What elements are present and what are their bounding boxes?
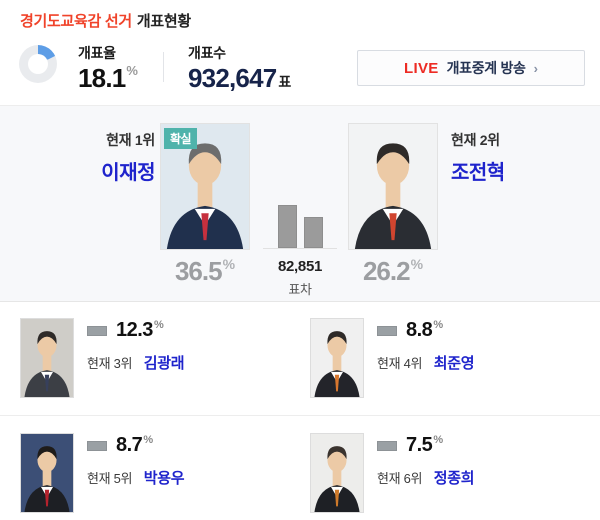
candidate-3-rank: 현재 3위 [87,356,133,371]
leaders-section: 현재 1위 이재정 확실 36.5% 82,851 표차 [0,105,600,302]
certain-badge: 확실 [164,128,198,149]
candidate-5-card: 8.7% 현재 5위 박용우 [20,433,184,513]
candidate-5-info: 8.7% 현재 5위 박용우 [87,433,184,488]
vote-gap: 82,851 표차 [258,258,342,298]
candidate-1-name[interactable]: 이재정 [101,162,155,184]
vote-gap-value: 82,851 [277,258,323,275]
counted-rate-stat: 개표율 18.1% [78,43,138,94]
person-portrait-icon [21,434,73,512]
person-portrait-icon [161,124,249,249]
votes-unit: 표 [278,74,292,90]
vote-gap-label: 표차 [288,282,312,297]
person-portrait-icon [311,434,363,512]
candidate-6-photo [310,433,364,513]
candidate-4-name[interactable]: 최준영 [433,355,475,372]
candidate-1-percent: 36.5% [174,256,236,286]
percent-sign: % [222,256,236,272]
chevron-right-icon: › [533,60,538,76]
page-title-suffix: 개표현황 [136,13,191,30]
candidate-2-photo [348,123,438,250]
live-broadcast-button[interactable]: LIVE 개표중계 방송 › [357,50,585,86]
candidate-6-percent: 7.5% [406,434,444,456]
percent-sign: % [153,319,164,331]
page-title: 경기도교육감 선거 개표현황 [20,10,191,31]
gap-bar [303,217,323,248]
counted-votes-value: 932,647 표 [188,63,292,93]
bar-icon [377,325,397,336]
percent-sign: % [126,63,138,78]
counted-votes-stat: 개표수 932,647 표 [188,43,291,94]
candidate-6-name[interactable]: 정종희 [433,470,475,487]
candidate-1-rank: 현재 1위 [106,132,155,148]
bar-icon [87,325,107,336]
bar-icon [87,440,107,451]
candidate-5-percent: 8.7% [116,434,154,456]
candidate-3-info: 12.3% 현재 3위 김광래 [87,318,184,373]
candidate-2-percent: 26.2% [362,256,424,286]
percent-sign: % [143,434,154,446]
candidate-5-rank: 현재 5위 [87,471,133,486]
candidate-6-rank: 현재 6위 [377,471,423,486]
counted-rate-value: 18.1% [78,63,138,93]
candidate-6-card: 7.5% 현재 6위 정종희 [310,433,474,513]
candidate-3-name[interactable]: 김광래 [143,355,185,372]
counted-votes-label: 개표수 [188,45,226,61]
stats-divider [163,52,164,82]
counted-rate-label: 개표율 [78,45,116,61]
candidate-4-info: 8.8% 현재 4위 최준영 [377,318,474,373]
candidate-5-name[interactable]: 박용우 [143,470,185,487]
election-name: 경기도교육감 선거 [20,13,132,30]
candidate-2-name[interactable]: 조전혁 [451,162,505,184]
progress-donut [19,45,57,83]
candidate-3-photo [20,318,74,398]
candidate-5-photo [20,433,74,513]
candidate-2-rank: 현재 2위 [451,132,500,148]
percent-sign: % [433,434,444,446]
candidate-4-rank: 현재 4위 [377,356,423,371]
candidate-1-photo: 확실 [160,123,250,250]
candidate-4-percent: 8.8% [406,319,444,341]
candidate-2-labels: 현재 2위 조전혁 [451,130,571,185]
bar-icon [377,440,397,451]
row-divider [0,415,600,416]
live-button-label: 개표중계 방송 [446,60,526,76]
person-portrait-icon [311,319,363,397]
candidate-1-labels: 현재 1위 이재정 [50,130,155,185]
live-badge: LIVE [404,59,439,77]
percent-sign: % [433,319,444,331]
candidate-3-percent: 12.3% [116,319,164,341]
vote-gap-bars [263,202,337,249]
candidate-4-card: 8.8% 현재 4위 최준영 [310,318,474,398]
gap-bar [277,205,297,248]
candidate-3-card: 12.3% 현재 3위 김광래 [20,318,184,398]
person-portrait-icon [21,319,73,397]
candidate-6-info: 7.5% 현재 6위 정종희 [377,433,474,488]
candidate-4-photo [310,318,364,398]
person-portrait-icon [349,124,437,249]
percent-sign: % [410,256,424,272]
